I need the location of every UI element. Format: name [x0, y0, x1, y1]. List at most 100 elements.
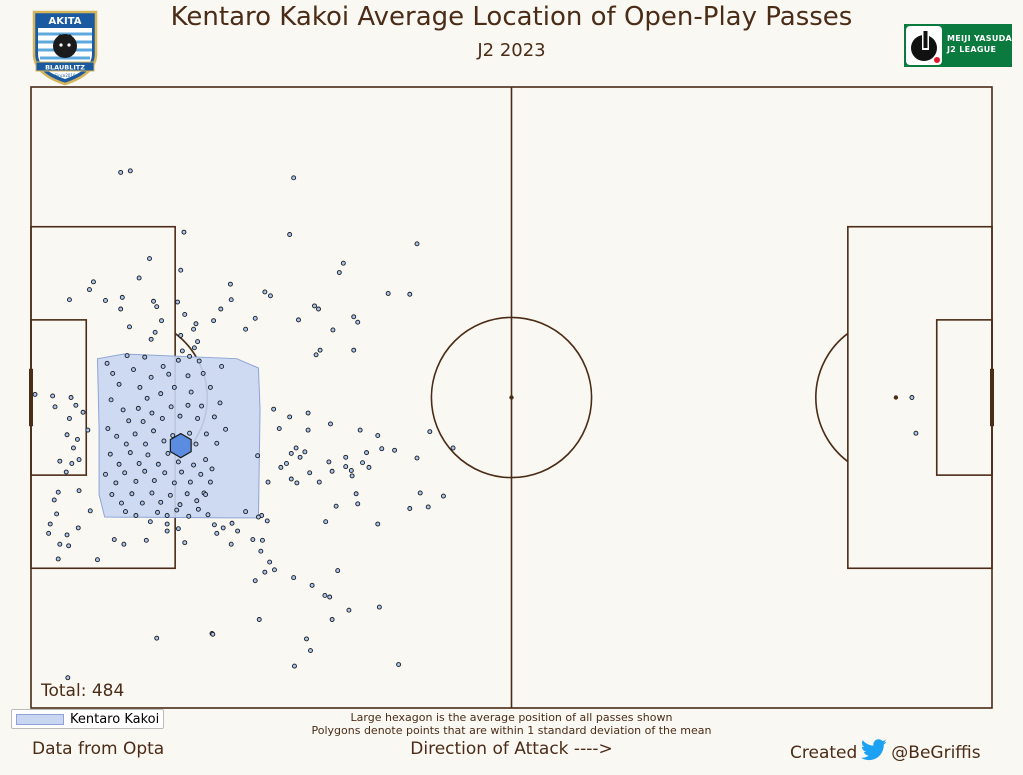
pass-point — [291, 175, 297, 181]
pass-point — [255, 453, 261, 459]
pass-point — [76, 488, 82, 494]
pass-points-layer — [32, 168, 919, 681]
pass-point — [375, 521, 381, 527]
pass-point — [179, 348, 185, 354]
pass-point — [122, 470, 128, 476]
pass-point — [219, 364, 225, 369]
centre-circle — [430, 316, 593, 479]
pass-point — [118, 306, 124, 312]
pass-point — [113, 480, 119, 486]
pass-point — [255, 514, 261, 520]
pass-point — [211, 522, 217, 528]
pass-point — [291, 575, 297, 581]
pass-point — [132, 431, 138, 437]
footer-credit: Created @BeGriffis — [790, 739, 981, 767]
pass-point — [217, 400, 223, 406]
pass-point — [203, 492, 209, 497]
pass-point — [913, 430, 919, 436]
pass-point — [57, 458, 63, 464]
pass-point — [108, 397, 114, 403]
pass-point — [267, 559, 273, 565]
pass-point — [154, 635, 160, 641]
pass-point — [147, 256, 152, 262]
pass-point — [302, 449, 308, 455]
pass-point — [187, 430, 193, 436]
pass-point — [73, 402, 79, 408]
league-logo-line1: MEIJI YASUDA — [947, 34, 1013, 43]
pass-point — [375, 433, 381, 438]
pass-point — [178, 267, 184, 273]
pass-point — [209, 466, 215, 472]
pass-point — [155, 509, 160, 515]
pass-point — [293, 445, 299, 451]
pass-point — [116, 381, 122, 387]
pass-point — [159, 318, 164, 324]
pass-point — [70, 445, 76, 451]
pass-point — [317, 347, 323, 353]
pass-point — [407, 506, 413, 511]
pass-point — [158, 499, 164, 505]
pass-point — [322, 592, 328, 598]
pass-point — [256, 617, 262, 622]
pass-point — [63, 469, 69, 475]
pass-point — [151, 478, 157, 484]
pass-point — [136, 461, 142, 466]
pass-point — [304, 636, 309, 642]
pass-point — [139, 500, 145, 506]
pass-point — [186, 513, 192, 519]
pass-point — [220, 525, 226, 531]
pass-point — [407, 291, 413, 297]
pass-point — [223, 426, 229, 432]
pass-point — [200, 370, 206, 376]
pass-point — [182, 311, 188, 317]
pass-point — [137, 384, 143, 390]
pass-point — [417, 490, 423, 496]
pass-point — [121, 541, 127, 547]
pass-point — [227, 281, 233, 287]
pass-point — [235, 528, 241, 534]
pass-point — [191, 462, 197, 468]
pass-point — [123, 509, 128, 515]
pass-point — [187, 479, 193, 485]
pass-point — [104, 360, 110, 366]
pass-point — [214, 530, 220, 536]
pass-point — [66, 297, 72, 303]
pass-point — [229, 520, 235, 526]
pass-point — [170, 433, 176, 438]
pass-point — [135, 405, 141, 411]
pass-point — [252, 578, 258, 584]
pass-point — [95, 557, 100, 563]
pass-point — [91, 279, 96, 285]
pass-point — [152, 329, 158, 335]
pass-point — [127, 168, 133, 174]
pass-point — [80, 409, 86, 415]
pass-point — [154, 304, 160, 310]
pass-point — [87, 508, 93, 514]
pass-point — [168, 404, 174, 410]
pass-point — [309, 582, 315, 588]
pass-point — [179, 469, 185, 475]
pass-point — [195, 339, 201, 345]
pass-point — [348, 468, 354, 473]
pass-point — [166, 371, 172, 377]
pass-point — [243, 509, 249, 515]
pass-point — [51, 497, 57, 503]
pass-point — [120, 407, 126, 413]
pass-point — [340, 260, 346, 266]
pass-point — [147, 519, 153, 525]
footer-data-source: Data from Opta — [32, 739, 165, 759]
pass-point — [126, 418, 132, 424]
pass-point — [287, 414, 293, 420]
pass-point — [175, 526, 181, 532]
pass-point — [109, 492, 115, 497]
pass-point — [151, 298, 156, 304]
pass-point — [55, 489, 61, 495]
pass-point — [210, 631, 216, 637]
pass-point — [194, 498, 200, 504]
pass-point — [177, 413, 183, 419]
pass-point — [353, 491, 359, 497]
pass-point — [297, 454, 303, 460]
centre-spot — [509, 395, 514, 400]
note-line-2: Polygons denote points that are within 1… — [311, 724, 712, 737]
